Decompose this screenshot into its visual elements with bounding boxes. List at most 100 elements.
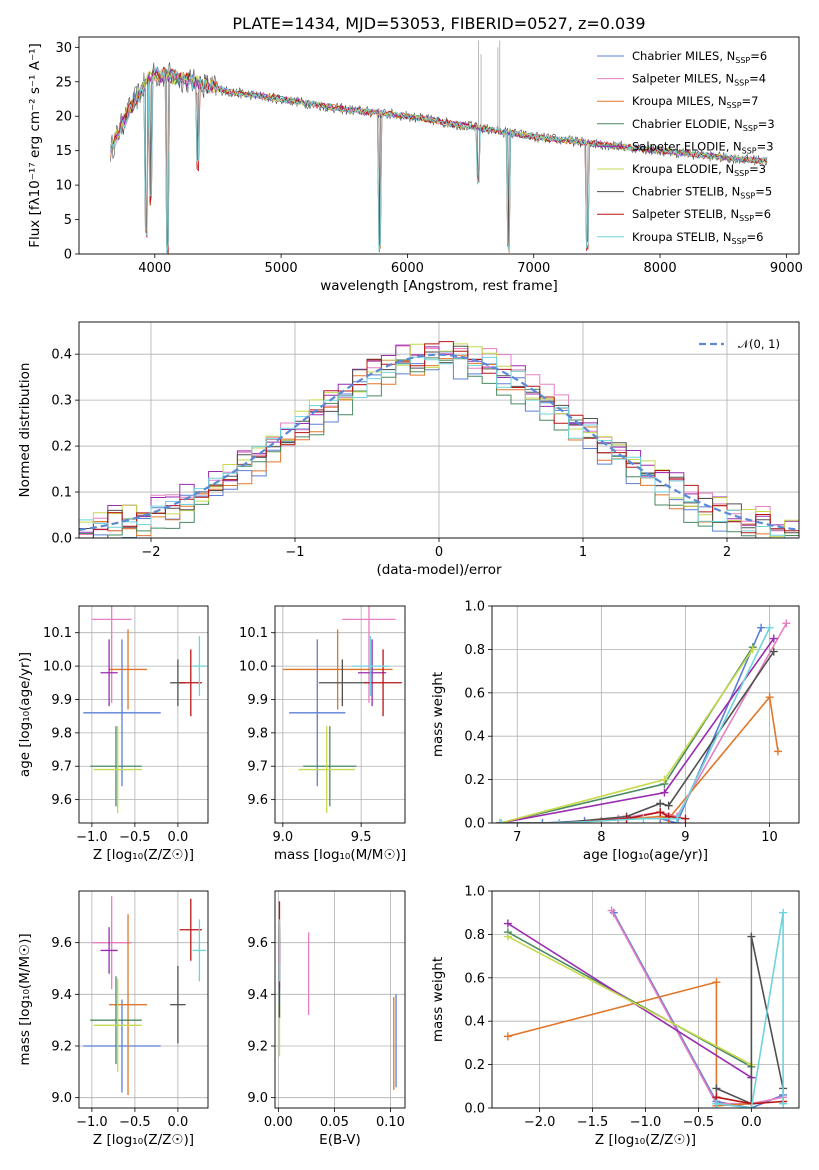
legend-text: Kroupa STELIB, N bbox=[632, 230, 732, 244]
weight-point-marker bbox=[503, 919, 512, 928]
weight-point-marker bbox=[639, 814, 648, 823]
plot-area bbox=[278, 901, 397, 1090]
y-tick-label: 9.2 bbox=[51, 1040, 72, 1055]
legend-text: Chabrier ELODIE, N bbox=[632, 117, 743, 131]
legend-label: Salpeter STELIB, NSSP=6 bbox=[632, 207, 771, 223]
x-axis-label: mass [log₁₀(M/M☉)] bbox=[274, 847, 406, 863]
x-tick-label: 1 bbox=[579, 545, 587, 560]
x-axis-label: wavelength [Angstrom, rest frame] bbox=[320, 278, 558, 294]
weight-series-line bbox=[500, 651, 775, 823]
x-tick-label: 7000 bbox=[517, 261, 550, 276]
legend-suffix: =6 bbox=[747, 230, 764, 244]
legend-label: Chabrier ELODIE, NSSP=3 bbox=[632, 117, 775, 133]
legend-suffix: =6 bbox=[750, 49, 767, 63]
y-tick-label: 9.6 bbox=[247, 793, 268, 808]
y-axis-label: Normed distribution bbox=[17, 363, 33, 498]
y-axis-label: mass weight bbox=[430, 672, 446, 757]
x-tick-label: 0 bbox=[435, 545, 443, 560]
weight-series-line bbox=[716, 936, 784, 1105]
axes-frame bbox=[491, 605, 800, 824]
x-tick-label: −0.5 bbox=[119, 1115, 151, 1130]
legend-text: Salpeter STELIB, N bbox=[632, 207, 739, 221]
plot-area bbox=[83, 896, 207, 1096]
axes-mass_weight_vs_Z: −2.0 −1.5 −1.0 −0.5 0.0 0.0 0.2 0.4 0.6 0.8 1.0 Z [… bbox=[430, 885, 800, 1148]
x-tick-label: 2 bbox=[723, 545, 731, 560]
axes-spectrum: 4000 5000 6000 7000 8000 9000 0 5 10 15 20 25 30 wave… bbox=[27, 36, 803, 294]
weight-point-marker bbox=[503, 932, 512, 941]
y-tick-label: 1.0 bbox=[464, 885, 485, 900]
histogram-series bbox=[79, 345, 799, 534]
y-tick-label: 0.6 bbox=[464, 686, 485, 701]
y-tick-label: 9.4 bbox=[51, 988, 72, 1003]
x-tick-label: −0.5 bbox=[119, 830, 151, 845]
legend-label: 𝒩(0, 1) bbox=[738, 337, 780, 351]
weight-point-marker bbox=[660, 775, 669, 784]
histogram-series bbox=[79, 356, 799, 538]
x-tick-label: −2.0 bbox=[524, 1115, 556, 1130]
y-tick-label: 0.0 bbox=[464, 817, 485, 832]
weight-series-line bbox=[507, 981, 752, 1107]
axes-residuals: −2 −1 0 1 2 0.0 0.1 0.2 0.3 0.4 (data-model)/error… bbox=[17, 321, 800, 578]
legend-sub: SSP bbox=[743, 124, 758, 133]
x-tick-label: −1.5 bbox=[577, 1115, 609, 1130]
weight-point-marker bbox=[712, 1084, 721, 1093]
axes-frame bbox=[78, 605, 209, 824]
axes-frame bbox=[274, 890, 406, 1109]
y-tick-label: 9.6 bbox=[51, 936, 72, 951]
y-tick-label: 0.8 bbox=[464, 928, 485, 943]
y-tick-label: 0.3 bbox=[51, 394, 72, 409]
weight-point-marker bbox=[747, 1104, 756, 1108]
axes-frame bbox=[78, 890, 209, 1109]
axes-frame bbox=[78, 321, 800, 539]
weight-point-marker bbox=[555, 819, 564, 823]
weight-point-marker bbox=[765, 623, 774, 632]
axes-mass_vs_ebv: 0.00 0.05 0.10 9.0 9.2 9.4 9.6 E(B-V) bbox=[247, 890, 406, 1148]
figure-title: PLATE=1434, MJD=53053, FIBERID=0527, z=0… bbox=[232, 14, 645, 33]
y-tick-label: 9.8 bbox=[51, 726, 72, 741]
weight-point-marker bbox=[538, 819, 547, 823]
x-tick-label: −1.0 bbox=[630, 1115, 662, 1130]
legend-sub: SSP bbox=[739, 214, 754, 223]
weight-series-line bbox=[610, 910, 784, 1105]
x-axis-label: Z [log₁₀(Z/Z☉)] bbox=[595, 1132, 696, 1148]
y-tick-label: 9.6 bbox=[51, 793, 72, 808]
y-tick-label: 9.9 bbox=[247, 693, 268, 708]
x-tick-label: −0.5 bbox=[683, 1115, 715, 1130]
legend-label: Salpeter MILES, NSSP=4 bbox=[632, 72, 766, 88]
plot-area bbox=[282, 606, 402, 813]
legend-label: Chabrier STELIB, NSSP=5 bbox=[632, 185, 772, 201]
axes-frame bbox=[491, 890, 800, 1109]
legend-label: Kroupa ELODIE, NSSP=3 bbox=[632, 162, 766, 178]
y-tick-label: 10.1 bbox=[239, 626, 268, 641]
legend-text: Kroupa ELODIE, N bbox=[632, 162, 734, 176]
y-tick-label: 0.4 bbox=[464, 1015, 485, 1030]
x-tick-label: −1 bbox=[285, 545, 304, 560]
legend-text: Salpeter ELODIE, N bbox=[632, 139, 742, 153]
x-tick-label: 4000 bbox=[138, 261, 171, 276]
y-tick-label: 0.2 bbox=[51, 440, 72, 455]
y-tick-label: 9.6 bbox=[247, 936, 268, 951]
weight-series-line bbox=[500, 623, 788, 823]
x-tick-label: 0.0 bbox=[741, 1115, 762, 1130]
x-axis-label: E(B-V) bbox=[319, 1132, 361, 1148]
grid bbox=[275, 606, 405, 823]
y-tick-label: 9.4 bbox=[247, 988, 268, 1003]
legend-sub: SSP bbox=[740, 192, 755, 201]
plot-area bbox=[83, 606, 207, 813]
x-tick-label: 8000 bbox=[644, 261, 677, 276]
legend-suffix: =3 bbox=[749, 162, 766, 176]
legend-text: Kroupa MILES, N bbox=[632, 94, 727, 108]
weight-point-marker bbox=[607, 906, 616, 915]
legend-suffix: =4 bbox=[749, 72, 766, 86]
axes-age_vs_mass: 9.0 9.5 9.6 9.7 9.8 9.9 10.0 10.1 mass [log₁₀(M/… bbox=[239, 605, 406, 863]
weight-point-marker bbox=[496, 819, 505, 823]
plot-area bbox=[496, 619, 791, 823]
weight-point-marker bbox=[673, 814, 682, 823]
weight-point-marker bbox=[681, 814, 690, 823]
x-axis-label: Z [log₁₀(Z/Z☉)] bbox=[93, 1132, 194, 1148]
x-tick-label: 8 bbox=[597, 830, 605, 845]
x-tick-label: −2 bbox=[141, 545, 160, 560]
y-tick-label: 9.0 bbox=[247, 1091, 268, 1106]
weight-point-marker bbox=[782, 619, 791, 628]
